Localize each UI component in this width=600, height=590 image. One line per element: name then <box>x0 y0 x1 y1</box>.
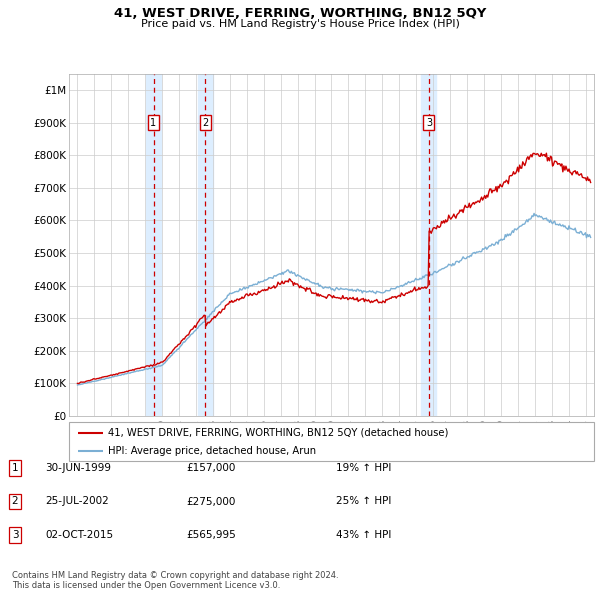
Text: 41, WEST DRIVE, FERRING, WORTHING, BN12 5QY (detached house): 41, WEST DRIVE, FERRING, WORTHING, BN12 … <box>109 428 449 438</box>
Text: 41, WEST DRIVE, FERRING, WORTHING, BN12 5QY: 41, WEST DRIVE, FERRING, WORTHING, BN12 … <box>114 7 486 20</box>
Text: £565,995: £565,995 <box>186 530 236 540</box>
Text: 1: 1 <box>151 117 157 127</box>
Text: 2: 2 <box>11 497 19 506</box>
Text: HPI: Average price, detached house, Arun: HPI: Average price, detached house, Arun <box>109 445 317 455</box>
Text: 1: 1 <box>11 463 19 473</box>
Text: £157,000: £157,000 <box>186 463 235 473</box>
Text: This data is licensed under the Open Government Licence v3.0.: This data is licensed under the Open Gov… <box>12 581 280 589</box>
Text: 3: 3 <box>11 530 19 540</box>
Text: 25% ↑ HPI: 25% ↑ HPI <box>336 497 391 506</box>
Text: 19% ↑ HPI: 19% ↑ HPI <box>336 463 391 473</box>
Text: 2: 2 <box>202 117 209 127</box>
Text: Contains HM Land Registry data © Crown copyright and database right 2024.: Contains HM Land Registry data © Crown c… <box>12 571 338 579</box>
FancyBboxPatch shape <box>69 422 594 461</box>
Text: 3: 3 <box>426 117 432 127</box>
Bar <box>421 74 436 416</box>
Text: 02-OCT-2015: 02-OCT-2015 <box>45 530 113 540</box>
Bar <box>198 74 213 416</box>
Text: 43% ↑ HPI: 43% ↑ HPI <box>336 530 391 540</box>
Text: £275,000: £275,000 <box>186 497 235 506</box>
Bar <box>146 74 161 416</box>
Text: 30-JUN-1999: 30-JUN-1999 <box>45 463 111 473</box>
Text: Price paid vs. HM Land Registry's House Price Index (HPI): Price paid vs. HM Land Registry's House … <box>140 19 460 29</box>
Text: 25-JUL-2002: 25-JUL-2002 <box>45 497 109 506</box>
